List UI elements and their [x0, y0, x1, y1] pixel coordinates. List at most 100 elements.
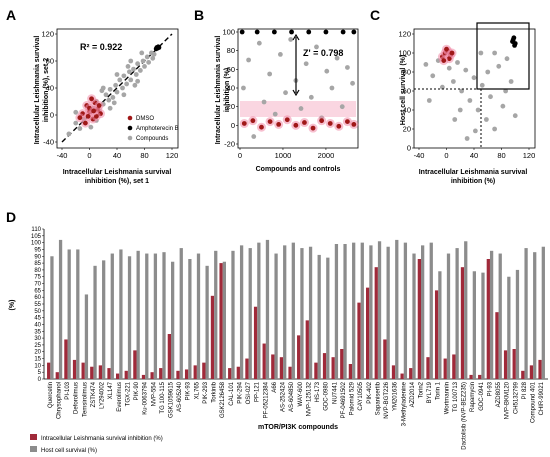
panel-a-xlabel-1: Intracellular Leishmania survival [63, 169, 172, 176]
panel-c-compound-point [439, 84, 445, 90]
panel-d-ytick-label: 90 [34, 254, 41, 260]
inhibition-bar [159, 368, 163, 379]
panel-d-ytick-label: 100 [31, 241, 42, 247]
inhibition-bar [340, 349, 344, 379]
panel-b-ampho-point [340, 29, 346, 35]
panel-a-xtick-label: 0 [87, 151, 91, 160]
panel-c-ytick-label: 100 [398, 49, 411, 58]
panel-d-ytick-label: 65 [34, 288, 41, 294]
panel-b-z: Z' = 0.798 [303, 48, 343, 58]
category-label: CAL-101 [229, 381, 235, 405]
panel-a-xtick-label: 40 [113, 151, 121, 160]
panel-a-compound-point [139, 50, 145, 56]
panel-d-xlabel: mTOR/PI3K compounds [258, 424, 338, 431]
panel-c-compound-point [450, 79, 456, 84]
panel-b-ytick-label: 100 [222, 28, 235, 37]
category-label: AS-252424 [281, 381, 287, 412]
legend-inhibition-label: Intracellular Leishmania survival inhibi… [41, 436, 163, 442]
category-label: GDC-0980 [324, 381, 330, 410]
category-label: NVP-BGT226 [384, 381, 390, 418]
panel-c-compound-point [472, 128, 478, 134]
panel-b-compound-point [277, 52, 283, 57]
host-survival-bar [162, 252, 166, 379]
panel-a-yticks: 120 80 40 0 -40 [41, 30, 57, 147]
panel-d-ytick-label: 70 [34, 282, 41, 288]
host-survival-bar [93, 265, 97, 379]
panel-d: D 05101520253035404550556065707580859095… [6, 209, 548, 454]
panel-d-ytick-label: 35 [34, 329, 41, 335]
panel-a-compound-point [120, 85, 125, 91]
panel-b-points [239, 29, 359, 139]
panel-c-ytick-label: 120 [398, 30, 411, 39]
panel-b-xlabel: Compounds and controls [256, 166, 341, 173]
inhibition-bar [391, 365, 396, 379]
panel-b-ampho-point [323, 29, 329, 35]
inhibition-bar [55, 372, 59, 379]
panel-a-dmso-point [85, 113, 91, 119]
panel-c-compound-point [459, 88, 465, 94]
category-label: YM201636 [393, 381, 399, 411]
panel-c-hit-box [476, 22, 530, 90]
host-survival-bar [50, 256, 54, 379]
category-label: NU7441 [332, 381, 338, 404]
category-label: XL765 [194, 381, 200, 399]
category-label: LY294002 [100, 381, 106, 409]
host-survival-bar [257, 242, 261, 379]
host-survival-bar [421, 245, 425, 379]
legend-dmso-label: DMSO [136, 116, 154, 122]
inhibition-bar [443, 358, 447, 379]
panel-b-compound-point [246, 57, 251, 63]
inhibition-bar [202, 362, 206, 379]
legend-ampho-marker [127, 125, 133, 131]
panel-a-compound-point [114, 72, 120, 77]
category-label: PP-121 [255, 381, 261, 402]
panel-a-compound-point [151, 51, 157, 57]
panel-c-ytick-label: 80 [403, 68, 411, 77]
panel-b-ampho-point [254, 29, 260, 35]
host-survival-bar [102, 260, 106, 379]
panel-b-compound-point [256, 40, 262, 46]
panel-b-dmso-point [259, 124, 264, 130]
host-survival-bar [188, 259, 192, 379]
panel-b-dmso-point [267, 119, 273, 124]
panel-a-ytick-label: -40 [43, 138, 54, 147]
panel-a-compound-point [66, 131, 72, 137]
panel-c-compound-point [426, 98, 432, 103]
panel-b-xtick-label: 2000 [318, 151, 335, 160]
inhibition-bar [72, 359, 77, 379]
panel-d-ytick-label: 15 [34, 357, 41, 363]
panel-a-points [66, 44, 162, 137]
category-label: AS-605240 [177, 381, 183, 412]
panel-a-ytick-label: 0 [50, 111, 54, 120]
panel-a-ytick-label: 80 [46, 57, 54, 66]
panel-a-compound-point [88, 124, 94, 130]
panel-a-ytick-label: 40 [46, 84, 54, 93]
legend-ampho-label: Amphoterecin B [136, 126, 179, 132]
panel-d-ytick-label: 20 [34, 350, 41, 356]
panel-b-ytick-label: 80 [227, 46, 235, 55]
inhibition-bar [409, 368, 413, 379]
panel-a-compound-point [110, 95, 116, 100]
panel-d-ylabel: (%) [9, 300, 16, 311]
inhibition-bar [374, 267, 378, 379]
panel-b-compound-point [345, 65, 350, 70]
panel-b-compound-point [298, 106, 304, 111]
panel-d-ytick-label: 40 [34, 322, 41, 328]
inhibition-bar [383, 339, 387, 379]
panel-d-ytick-label: 0 [38, 377, 42, 383]
category-label: PI 828 [522, 381, 528, 399]
category-label: Sapanisertib [375, 381, 381, 415]
panel-b-compound-point [251, 134, 257, 139]
category-label: TG 100-115 [160, 381, 166, 413]
panel-b-compound-point [334, 55, 340, 61]
panel-d-ytick-label: 75 [34, 275, 41, 281]
host-survival-bar [446, 253, 451, 379]
category-label: Palomid 529 [350, 381, 356, 415]
inhibition-bar [133, 350, 137, 379]
panel-b-dmso-point [310, 125, 316, 131]
host-survival-bar [377, 241, 382, 379]
panel-a-compound-point [140, 58, 146, 64]
inhibition-bar [141, 374, 146, 379]
